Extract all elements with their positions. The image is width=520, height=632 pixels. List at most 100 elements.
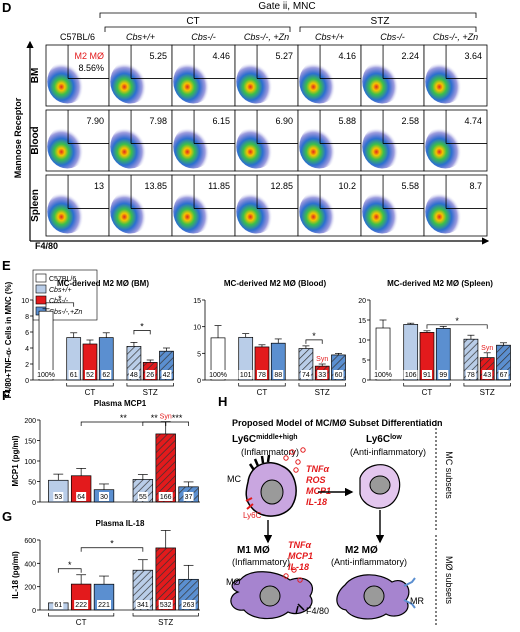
- bar-label: 532: [160, 602, 172, 609]
- bar: [155, 433, 176, 503]
- y-tick-label: 4: [25, 346, 29, 353]
- syn-annotation: Syn: [481, 345, 493, 352]
- y-tick-label: 100: [24, 459, 36, 466]
- flow-plot: 7.98: [108, 109, 173, 172]
- bar-label-bg: [135, 600, 150, 609]
- flow-gate-value: 12.85: [270, 181, 293, 191]
- chart-plasma-il18: Plasma IL-18 0 200 400 600 61 222 221 341 532 263 *…: [11, 519, 200, 627]
- y-tick-label: 5: [362, 358, 366, 365]
- bar-label: 43: [483, 372, 491, 379]
- significance-bracket: [305, 339, 323, 344]
- bar-label-bg: [183, 492, 194, 501]
- flow-column-label: Cbs+/+: [126, 32, 155, 42]
- cytokine-label: IL-18: [306, 497, 327, 507]
- cytokine-label: MCP1: [306, 486, 331, 496]
- significance-mark: *: [140, 321, 144, 331]
- bar-label-bg: [97, 600, 111, 609]
- y-tick-label: 150: [24, 439, 36, 446]
- flow-density-cloud: [47, 124, 88, 169]
- bar-label-bg: [498, 370, 509, 379]
- y-tick-label: 6: [25, 330, 29, 337]
- flow-plot: 10.2: [297, 174, 362, 237]
- flow-gate-value: 7.98: [149, 116, 167, 126]
- y-tick-label: 400: [24, 561, 36, 568]
- bar-label-bg: [68, 370, 79, 379]
- flow-m2-label: M2 MØ: [74, 51, 104, 61]
- flow-gate-value: 13.85: [144, 181, 167, 191]
- f480-label: F4/80: [306, 606, 329, 616]
- flow-plot: 8.7: [423, 174, 488, 237]
- panel-letter-d: D: [2, 0, 11, 15]
- significance-mark: *: [68, 560, 72, 570]
- flow-density-cloud: [425, 59, 466, 104]
- flow-gate-value: 11.85: [208, 181, 230, 191]
- flow-gate-value: 13: [94, 181, 104, 191]
- flow-column-label: Cbs-/-: [380, 32, 405, 42]
- flow-plot: 4.46: [171, 44, 236, 107]
- bar-label: 55: [139, 494, 147, 501]
- panel-letter-h: H: [218, 394, 227, 409]
- mc-anti-inflammatory-cell: [359, 464, 401, 509]
- flow-gate-value: 7.90: [86, 116, 104, 126]
- flow-density-cloud: [173, 59, 214, 104]
- flow-plot: 13.85: [108, 174, 173, 237]
- bar-label: 53: [54, 494, 62, 501]
- flow-gate-value: 5.88: [338, 116, 356, 126]
- m2-macrophage-cell: [336, 574, 416, 620]
- y-tick-label: 50: [28, 480, 36, 487]
- panel-f-mcp1: F Plasma MCP1 0 50 100 150 200 53 64 30 55 166 37 **…: [2, 388, 200, 507]
- syn-annotation: Syn: [160, 414, 172, 421]
- bar-label-bg: [101, 370, 112, 379]
- flow-plot-grid: BM 8.56% M2 MØ 5.25 4.46 5.27 4.16 2.24 3.64 Bloo…: [26, 40, 490, 245]
- bar-label-bg: [53, 492, 64, 501]
- significance-mark: *: [110, 539, 114, 549]
- flow-density-cloud: [173, 124, 214, 169]
- bar-label: 263: [183, 602, 195, 609]
- chart-blood: MC-derived M2 MØ (Blood) 0 5 10 15 100% 101 78 8…: [193, 279, 346, 397]
- flow-gate-value: 6.15: [212, 116, 230, 126]
- mc-subsets-label: MC subsets: [444, 451, 454, 499]
- bar-label-bg: [181, 600, 196, 609]
- bar-label: 26: [146, 372, 154, 379]
- flow-plot: 5.88: [297, 109, 362, 172]
- m1-title: M1 MØ: [237, 545, 270, 556]
- flow-y-axis-label: Mannose Receptor: [13, 97, 23, 178]
- bar-label-bg: [333, 370, 344, 379]
- flow-density-cloud: [236, 59, 277, 104]
- panel-letter-g: G: [2, 509, 12, 524]
- flow-density-cloud: [110, 189, 151, 234]
- mo-subsets-label: MØ subsets: [444, 556, 454, 605]
- chart-title: MC-derived M2 MØ (BM): [57, 279, 149, 288]
- ly6c-marker-label: Ly6C: [243, 511, 262, 520]
- chart-title: MC-derived M2 MØ (Spleen): [387, 279, 493, 288]
- mc-label: MC: [227, 474, 241, 484]
- flow-row-label: BM: [30, 68, 41, 84]
- bar-label-bg: [76, 492, 87, 501]
- chart-title: MC-derived M2 MØ (Blood): [224, 279, 327, 288]
- panel-d-flow-grid: D Gate ii, MNC CT STZ C57BL/6 Cbs+/+ Cbs-/…: [2, 0, 490, 251]
- bar: [38, 310, 54, 381]
- y-tick-label: 0: [32, 500, 36, 507]
- y-tick-label: 10: [358, 338, 366, 345]
- bar-label-bg: [317, 370, 328, 379]
- cytokine-label: MCP1: [288, 551, 313, 561]
- y-tick-label: 200: [24, 418, 36, 425]
- panel-letter-f: F: [2, 388, 10, 403]
- legend: C57BL/6 Cbs+/+ Cbs-/- Cbs-/-,+Zn: [32, 269, 98, 321]
- group-label: CT: [85, 388, 96, 397]
- y-axis-label: MCP1 (pg/ml): [11, 435, 20, 486]
- flow-density-cloud: [362, 59, 403, 104]
- bar-label-bg: [74, 600, 89, 609]
- group-bracket: [238, 383, 286, 387]
- flow-gate-value: 2.58: [401, 116, 419, 126]
- legend-label: Cbs+/+: [49, 287, 72, 294]
- panel-e-bar-charts: E C57BL/6 Cbs+/+ Cbs-/- Cbs-/-,+Zn MC-deriv…: [2, 258, 511, 398]
- bar-label: 106: [405, 372, 417, 379]
- y-tick-label: 600: [24, 538, 36, 545]
- group-label-stz: STZ: [371, 16, 390, 27]
- ct-bracket: [104, 26, 291, 32]
- bar-label: 100%: [209, 372, 227, 379]
